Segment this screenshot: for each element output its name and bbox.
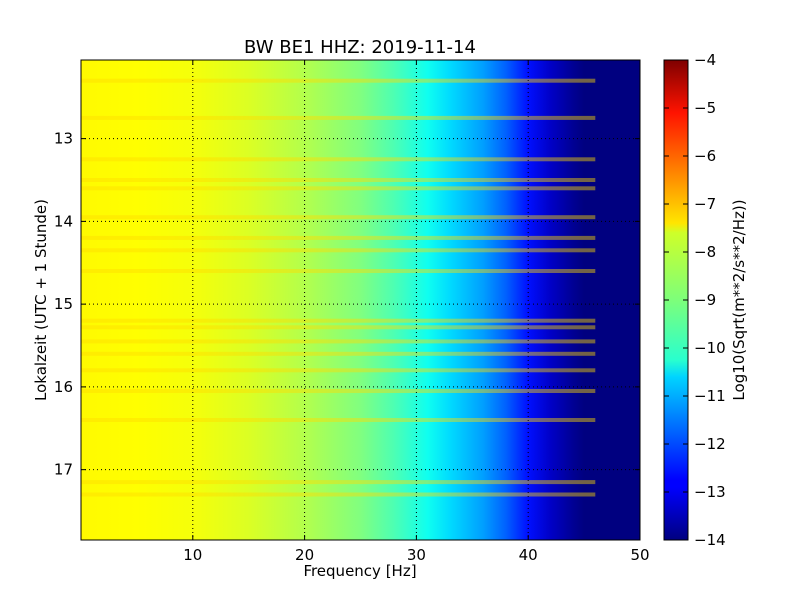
heatmap-band xyxy=(81,351,596,356)
x-tick-label: 10 xyxy=(183,546,202,564)
x-tick-label: 40 xyxy=(519,546,538,564)
colorbar-tick-label: −9 xyxy=(694,291,716,309)
colorbar-label: Log10(Sqrt(m**2/s**2/Hz)) xyxy=(730,199,748,400)
heatmap-bands xyxy=(81,78,596,497)
heatmap-band xyxy=(81,368,596,373)
heatmap-band xyxy=(81,215,596,220)
x-tick-label: 30 xyxy=(407,546,426,564)
heatmap-band xyxy=(81,157,596,162)
colorbar-tick-label: −8 xyxy=(694,243,716,261)
x-axis: 10 20 30 40 50 xyxy=(183,60,650,564)
plot-area xyxy=(81,60,640,540)
heatmap-band xyxy=(81,115,596,120)
y-axis-label: Lokalzeit (UTC + 1 Stunde) xyxy=(32,199,50,401)
heatmap-band xyxy=(81,318,596,323)
colorbar-ticks: −4 −5 −6 −7 −8 −9 −10 −11 −12 −13 −14 xyxy=(664,51,726,549)
colorbar-tick-label: −10 xyxy=(694,339,726,357)
heatmap-band xyxy=(81,269,596,273)
colorbar-tick-label: −13 xyxy=(694,483,726,501)
chart-title: BW BE1 HHZ: 2019-11-14 xyxy=(244,37,476,58)
x-tick-label: 50 xyxy=(630,546,649,564)
heatmap-band xyxy=(81,418,596,422)
heatmap-band xyxy=(81,339,596,344)
y-axis: 13 14 15 16 17 xyxy=(54,130,640,479)
colorbar-tick-label: −6 xyxy=(694,147,716,165)
heatmap-band xyxy=(81,235,596,240)
heatmap-band xyxy=(81,248,596,253)
colorbar-tick-label: −11 xyxy=(694,387,726,405)
plot-frame xyxy=(80,59,641,541)
x-tick-label: 20 xyxy=(295,546,314,564)
heatmap-band xyxy=(81,480,596,485)
colorbar-tick-label: −4 xyxy=(694,51,716,69)
colorbar-tick-label: −14 xyxy=(694,531,726,549)
y-tick-label: 17 xyxy=(54,461,73,479)
grid-lines xyxy=(81,60,640,540)
heatmap-band xyxy=(81,186,596,191)
heatmap-band xyxy=(81,78,596,83)
y-tick-label: 14 xyxy=(54,212,73,230)
y-tick-label: 13 xyxy=(54,130,73,148)
heatmap-band xyxy=(81,492,596,497)
colorbar: −4 −5 −6 −7 −8 −9 −10 −11 −12 −13 −14 Log10(Sqrt(m… xyxy=(663,51,748,549)
heatmap-band xyxy=(81,178,596,182)
colorbar-tick-label: −12 xyxy=(694,435,726,453)
colorbar-tick-label: −7 xyxy=(694,195,716,213)
y-tick-label: 15 xyxy=(54,295,73,313)
heatmap-band xyxy=(81,389,596,393)
heatmap-background xyxy=(81,60,640,540)
colorbar-tick-label: −5 xyxy=(694,99,716,117)
x-axis-label: Frequency [Hz] xyxy=(303,562,416,580)
heatmap-band xyxy=(81,325,596,330)
y-tick-label: 16 xyxy=(54,378,73,396)
